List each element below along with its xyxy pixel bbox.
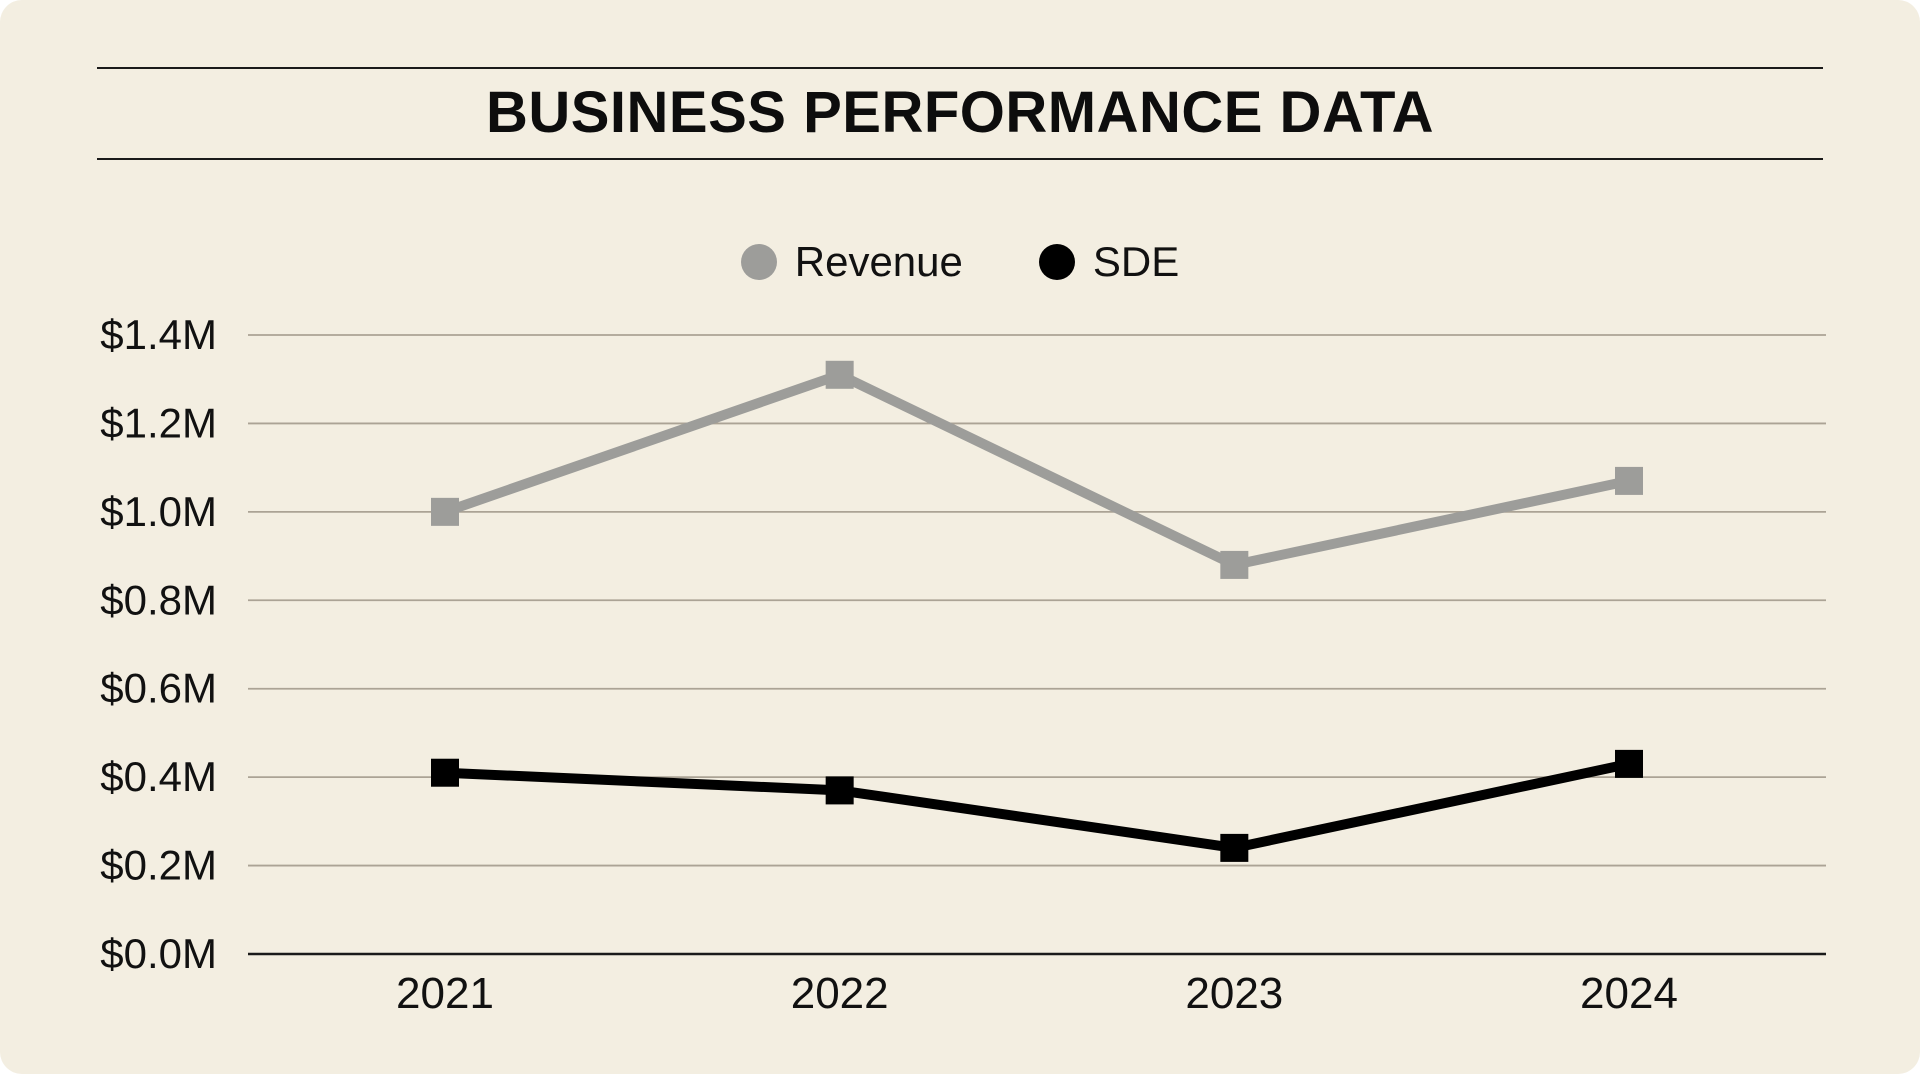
y-tick-label: $1.4M (100, 311, 217, 358)
x-tick-label: 2023 (1185, 969, 1283, 1018)
marker-sde-2023 (1220, 833, 1249, 862)
chart-title: BUSINESS PERFORMANCE DATA (485, 80, 1435, 145)
series-line-revenue (440, 369, 1634, 570)
y-tick-label: $0.4M (100, 753, 217, 800)
marker-sde-2024 (1615, 749, 1643, 778)
legend-item-revenue: Revenue (740, 238, 963, 286)
marker-revenue-2022 (825, 360, 854, 389)
marker-sde-2022 (825, 776, 854, 805)
y-tick-label: $0.0M (100, 930, 217, 977)
legend-label: SDE (1092, 238, 1180, 285)
y-tick-label: $1.0M (100, 488, 217, 535)
legend-item-sde: SDE (1038, 238, 1180, 286)
marker-sde-2021 (431, 758, 459, 787)
marker-revenue-2024 (1615, 466, 1643, 495)
x-tick-label: 2024 (1580, 969, 1678, 1018)
series-line-sde (440, 758, 1634, 853)
marker-revenue-2021 (431, 497, 459, 526)
y-tick-label: $1.2M (100, 399, 217, 446)
x-tick-label: 2022 (791, 969, 889, 1018)
marker-revenue-2023 (1220, 550, 1249, 579)
title-rule-bottom (97, 158, 1823, 160)
legend: Revenue SDE (0, 238, 1920, 286)
y-tick-label: $0.8M (100, 576, 217, 623)
y-tick-label: $0.6M (100, 665, 217, 712)
title-rule-top (97, 67, 1823, 69)
x-tick-label: 2021 (396, 969, 494, 1018)
legend-label: Revenue (794, 238, 963, 285)
legend-marker-icon (740, 244, 777, 280)
y-tick-label: $0.2M (100, 842, 217, 889)
legend-marker-icon (1038, 244, 1075, 280)
